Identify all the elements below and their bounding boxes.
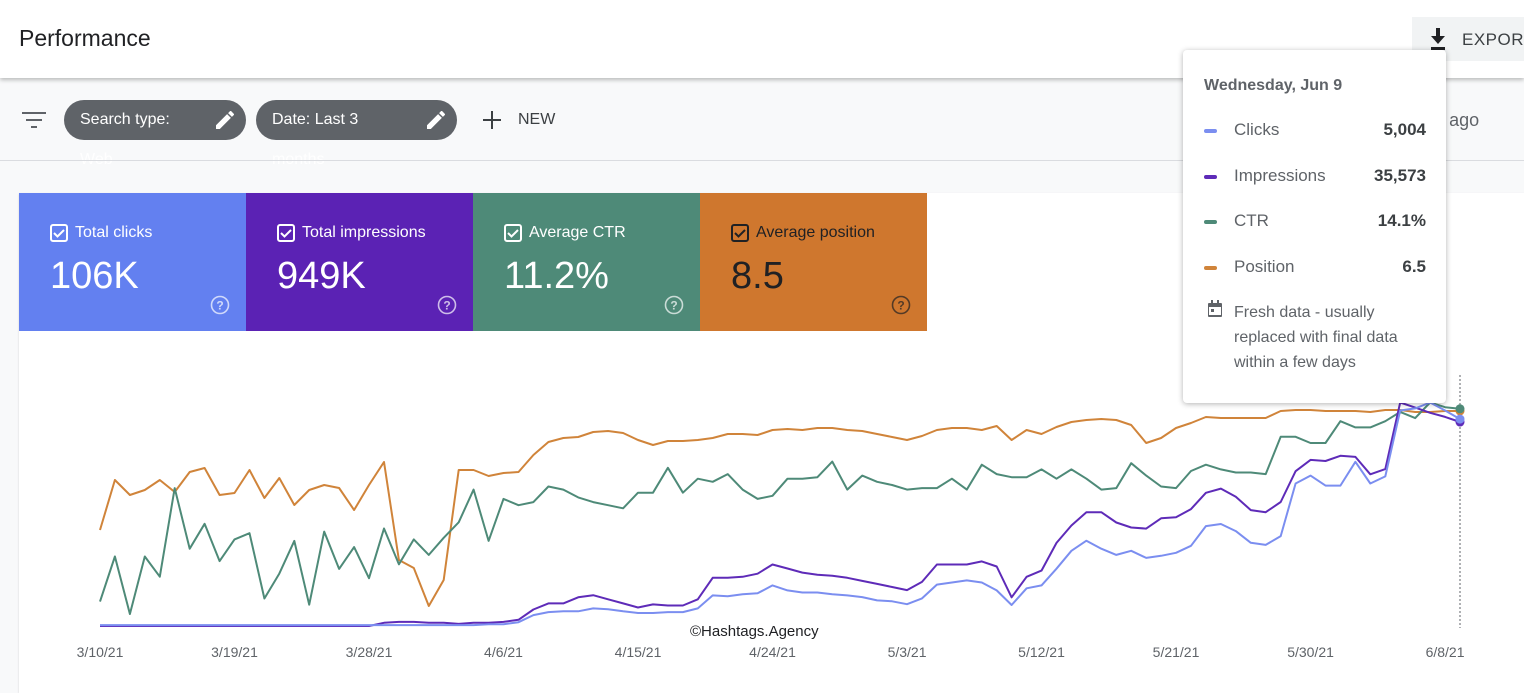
tooltip-value: 14.1% bbox=[1377, 211, 1426, 230]
filter-chip[interactable]: Search type: Web bbox=[64, 100, 246, 168]
checkbox bbox=[504, 224, 522, 242]
tooltip: Wednesday, Jun 9 Fresh data - usually re… bbox=[1183, 50, 1446, 403]
checkbox bbox=[731, 224, 749, 242]
legend-swatch bbox=[1204, 174, 1217, 179]
metric-tile[interactable]: Average CTR 11.2%? bbox=[473, 193, 700, 331]
tooltip-row: Position 6.5 bbox=[1204, 257, 1426, 277]
tooltip-value: 6.5 bbox=[1402, 256, 1426, 276]
help-icon: ? bbox=[210, 295, 230, 315]
plus-icon[interactable] bbox=[483, 111, 501, 129]
tooltip-row: Impressions 35,573 bbox=[1204, 166, 1426, 186]
tooltip-row: Clicks 5,004 bbox=[1204, 120, 1426, 140]
legend-label: Clicks bbox=[1234, 120, 1280, 139]
metric-tile[interactable]: Total clicks 106K? bbox=[19, 193, 246, 331]
legend-label: CTR bbox=[1234, 211, 1269, 230]
metric-label: Total impressions bbox=[302, 224, 426, 241]
help-icon: ? bbox=[664, 295, 684, 315]
metric-value: 11.2% bbox=[504, 255, 609, 297]
legend-swatch bbox=[1204, 220, 1217, 224]
help-icon: ? bbox=[891, 295, 911, 315]
export-label: EXPORT bbox=[1462, 30, 1524, 49]
edit-icon bbox=[427, 111, 445, 129]
edit-icon bbox=[216, 111, 234, 129]
header: Performance EXPORT bbox=[0, 0, 1524, 78]
calendar-icon bbox=[1208, 300, 1222, 317]
separator bbox=[0, 160, 1524, 161]
new-filter-button[interactable]: NEW bbox=[518, 111, 556, 128]
chip-label: Date: Last 3 months bbox=[272, 111, 359, 168]
checkbox bbox=[277, 224, 295, 242]
tooltip-note: Fresh data - usually replaced with final… bbox=[1234, 304, 1398, 371]
filter-icon[interactable] bbox=[22, 110, 48, 130]
metric-tile[interactable]: Average position 8.5? bbox=[700, 193, 927, 331]
metric-value: 8.5 bbox=[731, 255, 784, 297]
legend-swatch bbox=[1204, 129, 1217, 133]
metric-label: Total clicks bbox=[75, 224, 153, 241]
chip-label: Search type: Web bbox=[80, 111, 170, 168]
watermark: ©Hashtags.Agency bbox=[690, 623, 819, 640]
legend-label: Position bbox=[1234, 256, 1295, 276]
svg-text:?: ? bbox=[670, 299, 677, 313]
svg-text:?: ? bbox=[443, 299, 450, 313]
metric-value: 949K bbox=[277, 255, 366, 297]
legend-label: Impressions bbox=[1234, 165, 1326, 185]
checkbox bbox=[50, 224, 68, 242]
metric-value: 106K bbox=[50, 255, 139, 297]
legend-swatch bbox=[1204, 265, 1217, 270]
metric-label: Average position bbox=[756, 224, 875, 241]
tooltip-value: 5,004 bbox=[1383, 120, 1426, 139]
filter-chip[interactable]: Date: Last 3 months bbox=[256, 100, 457, 168]
page-title: Performance bbox=[19, 25, 151, 51]
svg-text:?: ? bbox=[216, 299, 223, 313]
tooltip-date: Wednesday, Jun 9 bbox=[1204, 77, 1343, 94]
tooltip-value: 35,573 bbox=[1374, 165, 1426, 185]
tooltip-row: CTR 14.1% bbox=[1204, 211, 1426, 231]
metric-tile[interactable]: Total impressions 949K? bbox=[246, 193, 473, 331]
metric-label: Average CTR bbox=[529, 224, 626, 241]
download-icon bbox=[1431, 28, 1445, 50]
help-icon: ? bbox=[437, 295, 457, 315]
svg-text:?: ? bbox=[897, 299, 904, 313]
